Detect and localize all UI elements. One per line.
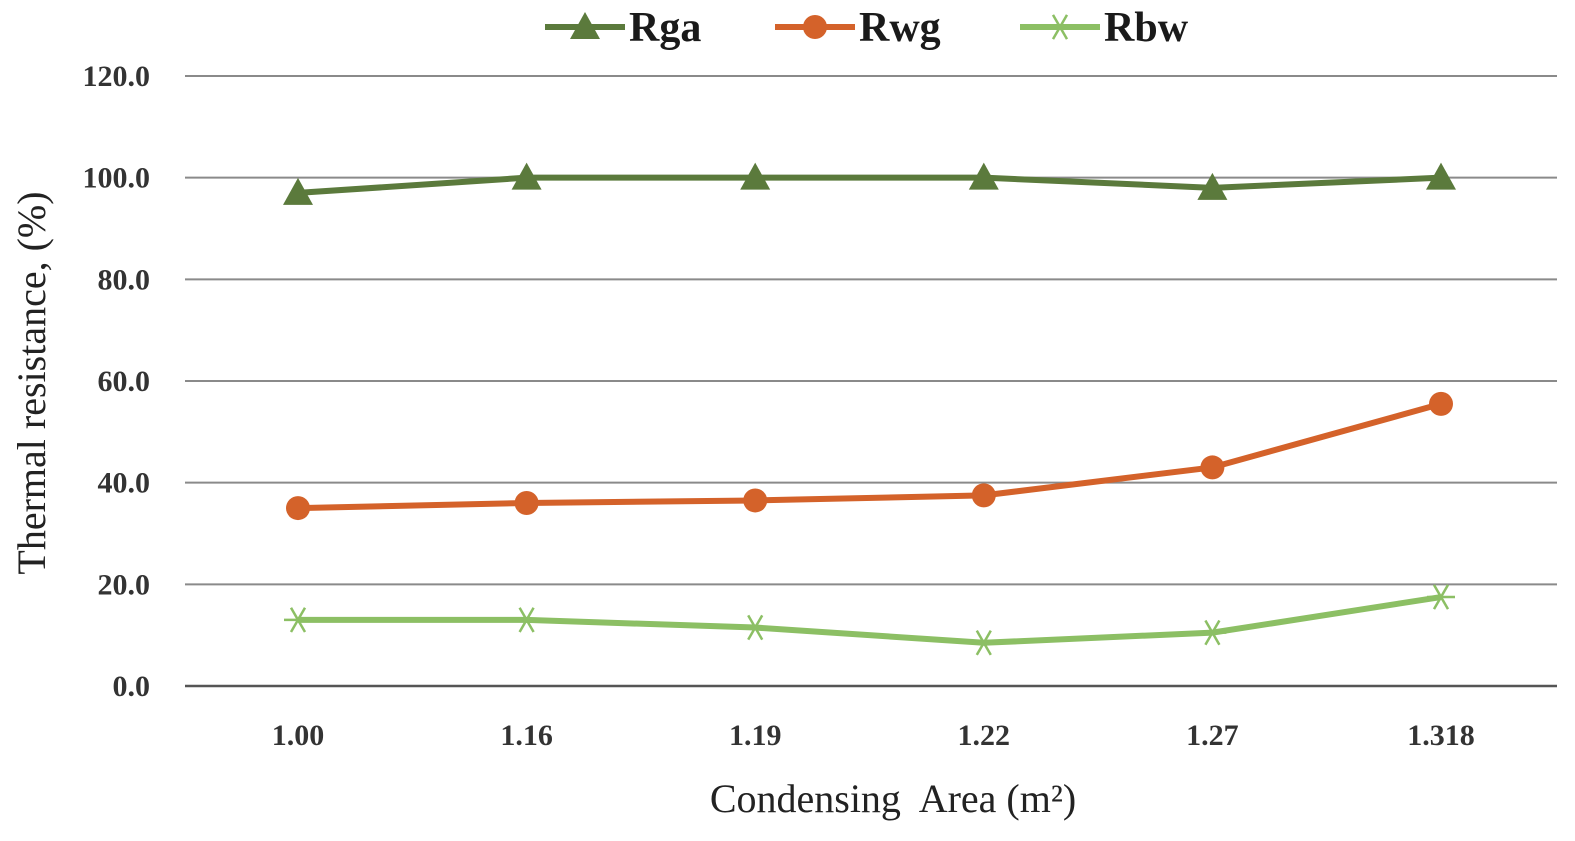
gridlines bbox=[185, 75, 1557, 688]
x-tick-label-4: 1.27 bbox=[1186, 719, 1239, 752]
series-rbw bbox=[284, 584, 1455, 656]
y-tick-label-3: 60.0 bbox=[98, 365, 151, 398]
series-line-rwg bbox=[297, 400, 1442, 512]
data-point-rwg-2 bbox=[743, 488, 768, 513]
data-point-rga-3 bbox=[968, 162, 999, 190]
legend-item-rga: Rga bbox=[545, 5, 701, 51]
data-point-rbw-3 bbox=[969, 630, 998, 656]
x-axis-ticks: 1.00 1.16 1.19 1.22 1.27 1.318 bbox=[272, 719, 1475, 752]
legend-swatch-marker-rbw bbox=[1046, 14, 1074, 40]
legend-label-rwg: Rwg bbox=[859, 5, 941, 51]
data-point-rga-1 bbox=[511, 162, 542, 190]
data-point-rwg-0 bbox=[286, 496, 310, 521]
legend-swatch-marker-rwg bbox=[803, 15, 827, 39]
data-point-rwg-5 bbox=[1429, 391, 1453, 416]
data-point-rga-4 bbox=[1197, 172, 1228, 200]
data-point-rga-2 bbox=[740, 162, 771, 190]
x-axis-title: Condensing Area (m²) bbox=[710, 776, 1076, 821]
legend-label-rga: Rga bbox=[629, 5, 701, 51]
data-point-rwg-4 bbox=[1200, 455, 1225, 480]
legend-item-rbw: Rbw bbox=[1020, 5, 1189, 51]
legend-label-rbw: Rbw bbox=[1104, 5, 1189, 51]
y-tick-label-2: 40.0 bbox=[98, 467, 151, 500]
series-line-rga bbox=[297, 174, 1442, 196]
x-tick-label-5: 1.318 bbox=[1407, 719, 1475, 752]
data-point-rbw-5 bbox=[1427, 584, 1455, 610]
series-rwg bbox=[286, 391, 1453, 521]
data-point-rbw-0 bbox=[284, 607, 312, 633]
legend: Rga Rwg Rbw bbox=[545, 5, 1189, 51]
y-tick-label-6: 120.0 bbox=[83, 60, 151, 93]
y-tick-label-4: 80.0 bbox=[98, 263, 151, 296]
x-tick-label-2: 1.19 bbox=[729, 719, 782, 752]
legend-item-rwg: Rwg bbox=[775, 5, 941, 51]
y-tick-label-0: 0.0 bbox=[113, 670, 151, 703]
y-axis-ticks: 0.0 20.0 40.0 60.0 80.0 100.0 120.0 bbox=[83, 60, 151, 703]
series-group bbox=[283, 162, 1456, 656]
legend-swatch-marker-rga bbox=[570, 12, 600, 39]
data-point-rbw-4 bbox=[1198, 619, 1227, 646]
data-point-rga-5 bbox=[1426, 162, 1456, 190]
series-rga bbox=[283, 162, 1456, 205]
data-point-rwg-3 bbox=[971, 483, 996, 508]
x-tick-label-1: 1.16 bbox=[500, 719, 553, 752]
data-point-rbw-2 bbox=[741, 614, 770, 641]
y-tick-label-1: 20.0 bbox=[98, 568, 151, 601]
x-tick-label-0: 1.00 bbox=[272, 719, 325, 752]
data-point-rga-0 bbox=[283, 177, 313, 205]
x-tick-label-3: 1.22 bbox=[958, 719, 1011, 752]
series-line-rbw bbox=[298, 594, 1442, 646]
data-point-rbw-1 bbox=[512, 607, 541, 633]
data-point-rwg-1 bbox=[514, 491, 539, 515]
y-tick-label-5: 100.0 bbox=[83, 162, 151, 195]
y-axis-title: Thermal resistance, (%) bbox=[9, 191, 54, 574]
